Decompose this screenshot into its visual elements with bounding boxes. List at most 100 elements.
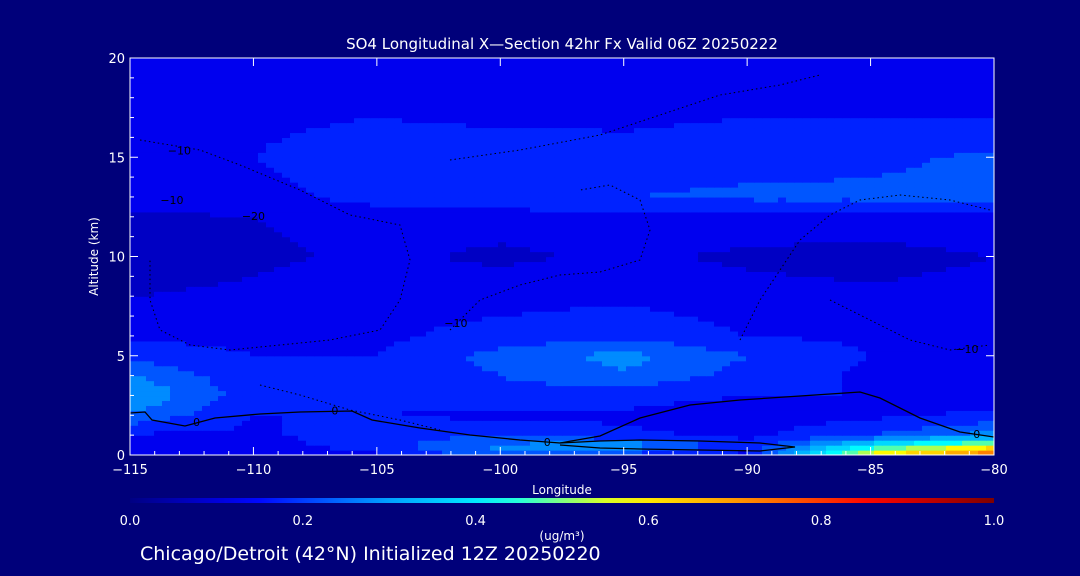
field-cell (450, 395, 459, 402)
field-cell (770, 355, 779, 362)
field-cell (354, 226, 363, 233)
field-cell (354, 316, 363, 322)
field-cell (850, 306, 859, 312)
field-cell (370, 246, 379, 253)
field-cell (818, 330, 827, 337)
field-cell (986, 271, 994, 277)
field-cell (450, 281, 459, 287)
field-cell (762, 321, 771, 327)
field-cell (194, 291, 203, 297)
field-cell (898, 435, 907, 441)
field-cell (234, 345, 243, 352)
field-cell (314, 271, 323, 277)
field-cell (778, 395, 787, 402)
field-cell (594, 325, 603, 332)
field-cell (506, 281, 515, 287)
field-cell (898, 256, 907, 263)
field-cell (898, 251, 907, 258)
field-cell (154, 410, 163, 416)
field-cell (426, 420, 435, 426)
field-cell (370, 380, 379, 387)
field-cell (234, 311, 243, 317)
field-cell (906, 236, 915, 243)
field-cell (986, 430, 994, 436)
field-cell (458, 330, 467, 337)
field-cell (346, 286, 355, 292)
field-cell (554, 281, 563, 287)
field-cell (594, 410, 603, 416)
field-cell (274, 231, 283, 238)
field-cell (618, 246, 627, 253)
field-cell (658, 425, 667, 431)
field-cell (666, 450, 675, 455)
field-cell (922, 306, 931, 312)
field-cell (618, 296, 627, 302)
field-cell (986, 360, 994, 367)
field-cell (178, 445, 187, 451)
field-cell (746, 286, 755, 292)
field-cell (858, 316, 867, 322)
field-cell (234, 425, 243, 431)
field-cell (714, 231, 723, 238)
field-cell (410, 330, 419, 337)
field-cell (762, 256, 771, 263)
field-cell (578, 400, 587, 406)
field-cell (858, 325, 867, 332)
field-cell (250, 276, 259, 282)
field-cell (378, 395, 387, 402)
field-cell (826, 375, 835, 382)
field-cell (746, 410, 755, 416)
field-cell (362, 390, 371, 397)
field-cell (130, 246, 139, 253)
field-cell (714, 301, 723, 307)
field-cell (914, 241, 923, 248)
field-cell (266, 365, 275, 372)
field-cell (610, 246, 619, 253)
field-cell (426, 340, 435, 347)
field-cell (666, 286, 675, 292)
field-cell (658, 241, 667, 248)
field-cell (554, 360, 563, 367)
field-cell (346, 281, 355, 287)
field-cell (170, 420, 179, 426)
field-cell (666, 306, 675, 312)
field-cell (778, 375, 787, 382)
field-cell (810, 246, 819, 253)
field-cell (402, 316, 411, 322)
field-cell (706, 266, 715, 272)
field-cell (378, 231, 387, 238)
field-cell (866, 435, 875, 441)
field-cell (146, 440, 155, 446)
field-cell (274, 390, 283, 397)
field-cell (594, 251, 603, 258)
field-cell (338, 241, 347, 248)
field-cell (306, 335, 315, 342)
field-cell (434, 296, 443, 302)
field-cell (266, 350, 275, 357)
field-cell (378, 236, 387, 243)
field-cell (922, 425, 931, 431)
field-cell (482, 365, 491, 372)
field-cell (626, 350, 635, 357)
field-cell (562, 296, 571, 302)
field-cell (738, 330, 747, 337)
field-cell (618, 365, 627, 372)
field-cell (202, 395, 211, 402)
field-cell (538, 440, 547, 446)
field-cell (370, 340, 379, 347)
field-cell (642, 256, 651, 263)
field-cell (434, 380, 443, 387)
field-cell (770, 410, 779, 416)
field-cell (954, 325, 963, 332)
field-cell (226, 256, 235, 263)
field-cell (354, 360, 363, 367)
field-cell (786, 281, 795, 287)
field-cell (754, 321, 763, 327)
field-cell (890, 256, 899, 263)
field-cell (250, 435, 259, 441)
field-cell (914, 301, 923, 307)
field-cell (426, 360, 435, 367)
field-cell (234, 450, 243, 455)
field-cell (626, 241, 635, 248)
field-cell (210, 261, 219, 268)
